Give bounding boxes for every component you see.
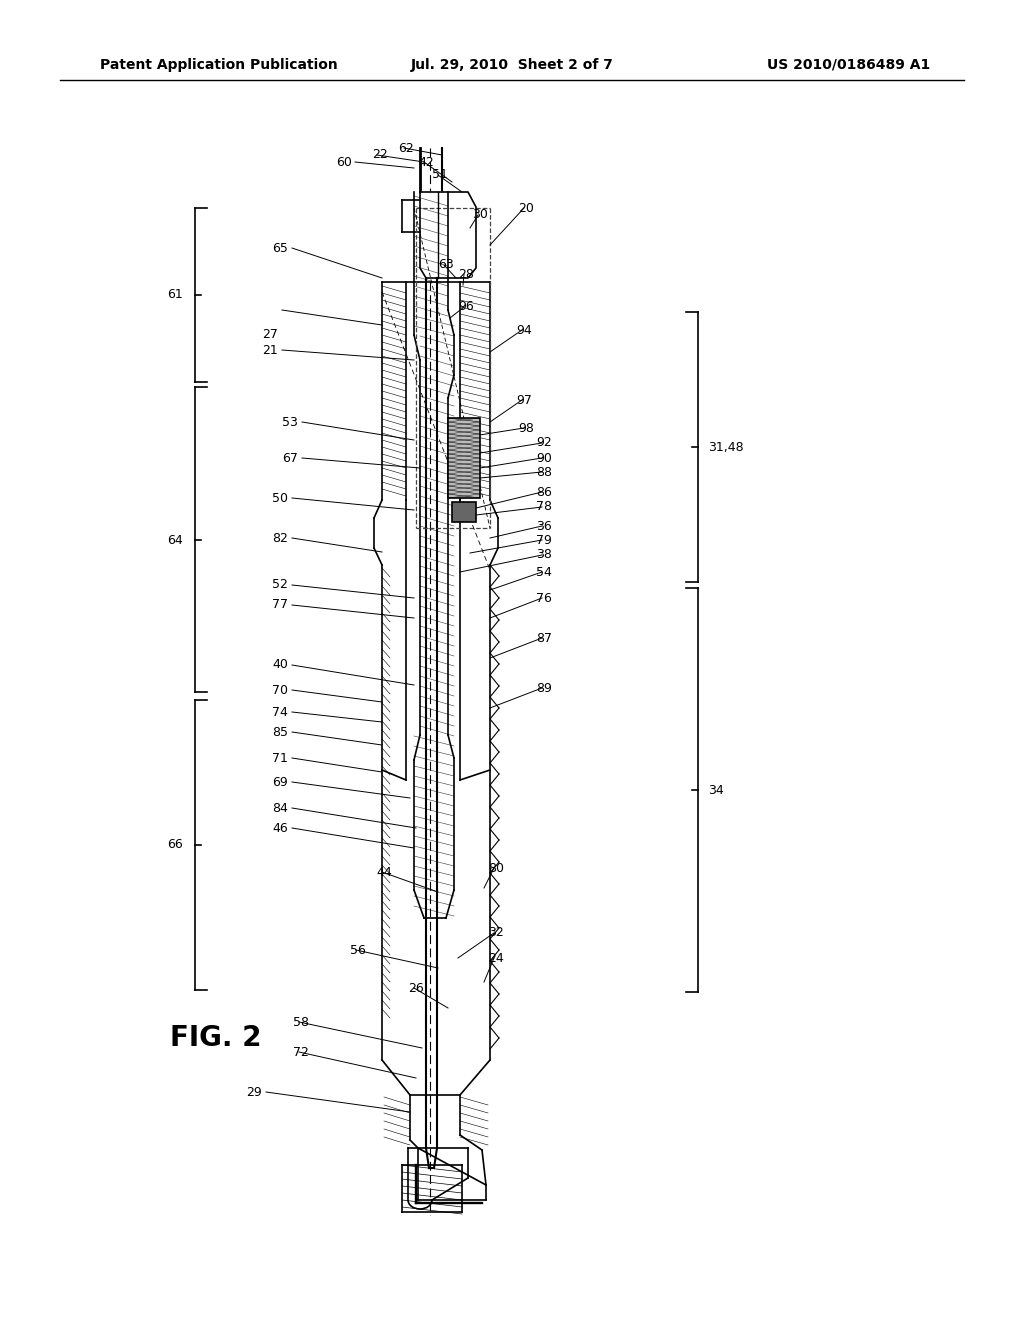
Text: 66: 66 (167, 838, 183, 851)
Text: US 2010/0186489 A1: US 2010/0186489 A1 (767, 58, 930, 73)
Text: 38: 38 (536, 549, 552, 561)
Text: 62: 62 (398, 141, 414, 154)
Text: 31,48: 31,48 (708, 441, 743, 454)
Text: 71: 71 (272, 751, 288, 764)
Text: 72: 72 (293, 1045, 309, 1059)
Text: 52: 52 (272, 578, 288, 591)
Text: 86: 86 (536, 486, 552, 499)
Text: 65: 65 (272, 242, 288, 255)
Polygon shape (452, 502, 476, 521)
Text: Jul. 29, 2010  Sheet 2 of 7: Jul. 29, 2010 Sheet 2 of 7 (411, 58, 613, 73)
Text: 63: 63 (438, 259, 454, 272)
Polygon shape (420, 191, 476, 279)
Text: 42: 42 (418, 156, 434, 169)
Text: 98: 98 (518, 421, 534, 434)
Text: 79: 79 (536, 533, 552, 546)
Text: 80: 80 (488, 862, 504, 874)
Text: FIG. 2: FIG. 2 (170, 1024, 261, 1052)
Text: 60: 60 (336, 156, 352, 169)
Text: 76: 76 (536, 591, 552, 605)
Text: 56: 56 (350, 944, 366, 957)
Text: 36: 36 (536, 520, 552, 532)
Text: 70: 70 (272, 684, 288, 697)
Text: 46: 46 (272, 821, 288, 834)
Text: 77: 77 (272, 598, 288, 611)
Text: 58: 58 (293, 1015, 309, 1028)
Text: 40: 40 (272, 659, 288, 672)
Text: 29: 29 (246, 1085, 262, 1098)
Polygon shape (449, 418, 480, 498)
Text: 92: 92 (536, 437, 552, 450)
Text: 28: 28 (458, 268, 474, 281)
Text: 90: 90 (536, 451, 552, 465)
Text: 21: 21 (262, 343, 278, 356)
Text: 88: 88 (536, 466, 552, 479)
Text: 26: 26 (408, 982, 424, 994)
Text: 94: 94 (516, 323, 531, 337)
Text: 24: 24 (488, 952, 504, 965)
Text: 84: 84 (272, 801, 288, 814)
Text: 69: 69 (272, 776, 288, 788)
Text: 53: 53 (283, 416, 298, 429)
Text: 34: 34 (708, 784, 724, 796)
Text: 64: 64 (167, 533, 183, 546)
Text: 74: 74 (272, 705, 288, 718)
Text: 61: 61 (167, 289, 183, 301)
Text: 96: 96 (458, 301, 474, 314)
Text: 51: 51 (432, 169, 447, 181)
Text: 44: 44 (376, 866, 392, 879)
Text: 27: 27 (262, 329, 278, 342)
Text: 78: 78 (536, 500, 552, 513)
Text: 82: 82 (272, 532, 288, 544)
Text: 30: 30 (472, 209, 487, 222)
Text: 50: 50 (272, 491, 288, 504)
Text: 22: 22 (372, 149, 388, 161)
Text: Patent Application Publication: Patent Application Publication (100, 58, 338, 73)
Text: 89: 89 (536, 681, 552, 694)
Text: 97: 97 (516, 393, 531, 407)
Text: 67: 67 (283, 451, 298, 465)
Text: 87: 87 (536, 631, 552, 644)
Text: 54: 54 (536, 565, 552, 578)
Text: 85: 85 (272, 726, 288, 738)
Text: 20: 20 (518, 202, 534, 214)
Text: 32: 32 (488, 927, 504, 940)
